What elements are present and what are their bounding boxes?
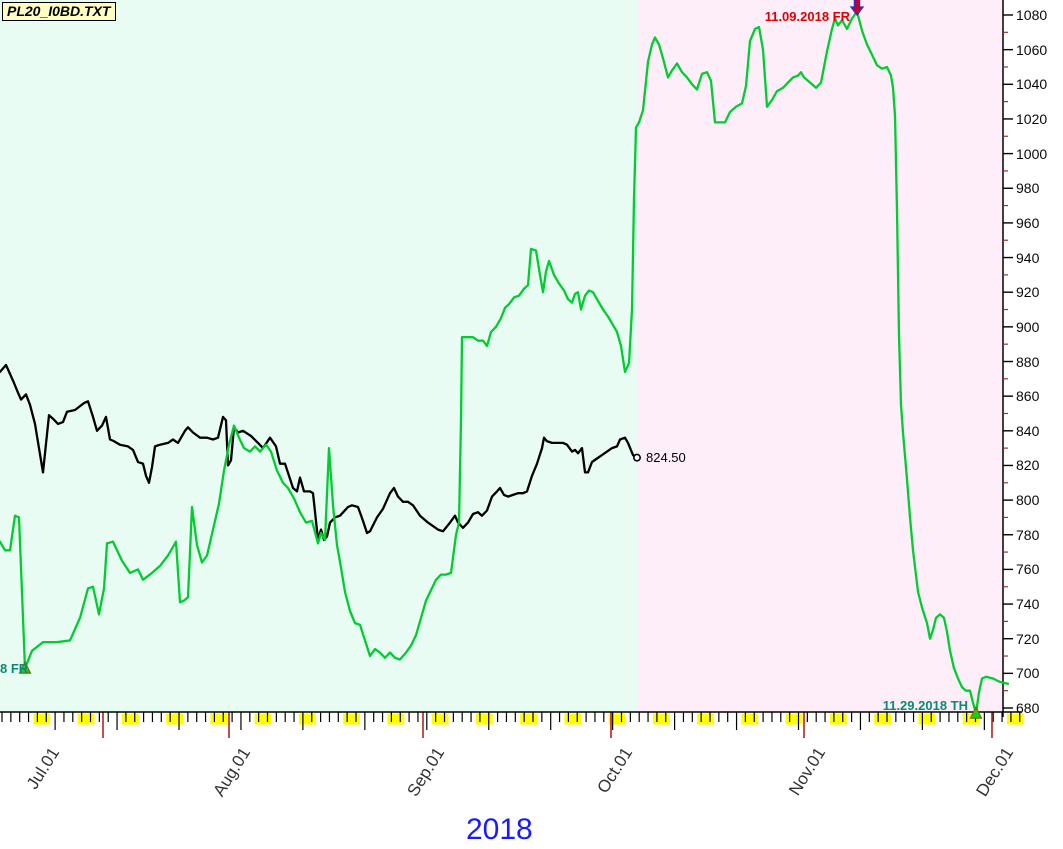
y-axis-tick-label: 860 <box>1016 388 1040 405</box>
annotation-low-date-label[interactable]: 11.29.2018 TH <box>882 698 968 714</box>
y-axis-tick-label: 900 <box>1016 318 1040 335</box>
y-axis-tick-label: 780 <box>1016 526 1040 543</box>
annotation-start-date-label[interactable]: 8 FR <box>0 661 29 677</box>
weekend-highlight <box>697 713 714 725</box>
y-axis-tick-label: 680 <box>1016 700 1040 716</box>
up-triangle-marker[interactable] <box>969 705 983 719</box>
weekend-highlight <box>918 713 936 725</box>
y-axis-tick-label: 1080 <box>1016 7 1048 23</box>
weekend-highlight <box>387 713 405 725</box>
weekend-highlight <box>431 713 449 725</box>
y-axis-tick-label: 1020 <box>1016 110 1048 127</box>
weekend-highlight <box>343 713 360 725</box>
y-axis-tick-label: 880 <box>1016 353 1040 370</box>
down-arrow-marker[interactable] <box>849 0 865 17</box>
y-axis-tick-label: 760 <box>1016 561 1040 578</box>
y-axis-tick-label: 1060 <box>1016 41 1048 58</box>
y-axis-tick-label: 920 <box>1016 284 1040 301</box>
weekend-highlight <box>121 713 139 725</box>
weekend-highlight <box>1006 713 1024 725</box>
y-axis-tick-label: 800 <box>1016 492 1040 509</box>
last-price-label: 824.50 <box>646 449 686 465</box>
weekend-highlight <box>298 713 316 725</box>
weekend-highlight <box>33 713 51 725</box>
weekend-highlight <box>608 713 626 725</box>
y-axis-tick-label: 980 <box>1016 180 1040 197</box>
y-axis-tick-label: 820 <box>1016 457 1040 474</box>
y-axis-tick-label: 720 <box>1016 630 1040 647</box>
weekend-highlight <box>475 713 493 725</box>
y-axis-tick-label: 740 <box>1016 596 1040 613</box>
y-axis-tick-label: 840 <box>1016 422 1040 439</box>
y-axis-tick-label: 1000 <box>1016 145 1048 162</box>
weekend-highlight <box>77 713 95 725</box>
series-price-green <box>0 10 1010 715</box>
last-price-circle-marker[interactable] <box>632 453 641 462</box>
plot-background-region-0 <box>0 0 637 712</box>
weekend-highlight <box>829 713 847 725</box>
weekend-highlight <box>564 713 582 725</box>
plot-background-region-1 <box>637 0 1003 712</box>
y-axis-tick-label: 960 <box>1016 214 1040 231</box>
chart-title-chip[interactable]: PL20_I0BD.TXT <box>2 2 117 21</box>
weekend-highlight <box>741 713 759 725</box>
weekend-highlight <box>520 713 537 725</box>
weekend-highlight <box>785 713 803 725</box>
y-axis-tick-label: 940 <box>1016 249 1040 266</box>
weekend-highlight <box>962 713 980 725</box>
y-axis-tick-label: 700 <box>1016 665 1040 682</box>
x-axis-year-label: 2018 <box>466 813 533 846</box>
weekend-highlight <box>254 713 272 725</box>
y-axis-tick-label: 1040 <box>1016 76 1048 93</box>
weekend-highlight <box>874 713 891 725</box>
annotation-high-date-label[interactable]: 11.09.2018 FR <box>764 9 850 24</box>
weekend-highlight <box>210 713 228 725</box>
weekend-highlight <box>166 713 183 725</box>
weekend-highlight <box>652 713 670 725</box>
up-triangle-marker[interactable] <box>18 660 32 674</box>
